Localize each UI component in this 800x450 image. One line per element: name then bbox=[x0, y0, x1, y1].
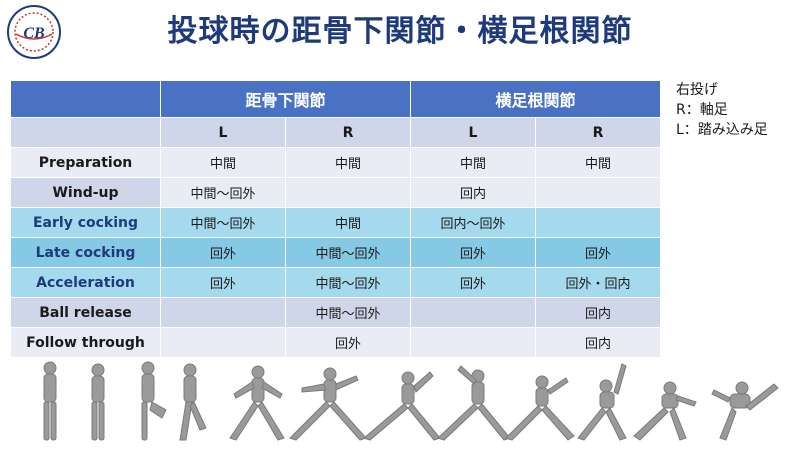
table-cell: 回外 bbox=[160, 267, 286, 298]
community-logo-icon: CB bbox=[7, 5, 61, 59]
table-cell: 中間 bbox=[285, 207, 411, 238]
table-row: Follow through 回外 回内 bbox=[10, 327, 661, 358]
table-cell: 回外・回内 bbox=[535, 267, 661, 298]
table-cell: 中間 bbox=[535, 147, 661, 178]
phase-label: Late cocking bbox=[10, 237, 161, 268]
table-cell bbox=[535, 207, 661, 238]
table-cell: 回内 bbox=[535, 297, 661, 328]
subheader-empty-cell bbox=[10, 117, 161, 148]
subheader-cell: R bbox=[285, 117, 411, 148]
svg-text:CB: CB bbox=[23, 25, 45, 42]
side-note: 右投げ R：軸足 L：踏み込み足 bbox=[676, 80, 768, 140]
subheader-cell: L bbox=[410, 117, 536, 148]
table-cell: 回外 bbox=[410, 267, 536, 298]
note-line: 右投げ bbox=[676, 82, 718, 98]
table-cell: 中間〜回外 bbox=[160, 177, 286, 208]
table-cell: 中間〜回外 bbox=[285, 237, 411, 268]
group-header-subtalar: 距骨下関節 bbox=[160, 80, 411, 118]
table-row: Wind-up 中間〜回外 回内 bbox=[10, 177, 661, 208]
phase-label: Follow through bbox=[10, 327, 161, 358]
table-cell: 回内〜回外 bbox=[410, 207, 536, 238]
phase-label: Ball release bbox=[10, 297, 161, 328]
table-cell: 回外 bbox=[410, 237, 536, 268]
table-cell bbox=[535, 177, 661, 208]
table-cell: 中間〜回外 bbox=[160, 207, 286, 238]
table-cell: 中間〜回外 bbox=[285, 297, 411, 328]
table-cell: 中間 bbox=[285, 147, 411, 178]
table-cell bbox=[285, 177, 411, 208]
table-cell: 中間 bbox=[410, 147, 536, 178]
note-line: L：踏み込み足 bbox=[676, 122, 768, 138]
table-row: Preparation 中間 中間 中間 中間 bbox=[10, 147, 661, 178]
page-title: 投球時の距骨下関節・横足根関節 bbox=[167, 14, 633, 49]
table-cell bbox=[160, 297, 286, 328]
table-cell: 回外 bbox=[535, 237, 661, 268]
table-cell bbox=[160, 327, 286, 358]
phase-label: Acceleration bbox=[10, 267, 161, 298]
phase-label: Early cocking bbox=[10, 207, 161, 238]
table-row: Late cocking 回外 中間〜回外 回外 回外 bbox=[10, 237, 661, 268]
header-empty-cell bbox=[10, 80, 161, 118]
table-cell: 回内 bbox=[410, 177, 536, 208]
group-header-transverse-tarsal: 横足根関節 bbox=[410, 80, 661, 118]
table-cell: 回内 bbox=[535, 327, 661, 358]
note-line: R：軸足 bbox=[676, 102, 728, 118]
table-cell: 中間 bbox=[160, 147, 286, 178]
phase-label: Preparation bbox=[10, 147, 161, 178]
subheader-cell: L bbox=[160, 117, 286, 148]
pitching-sequence-illustration bbox=[43, 361, 779, 441]
table-row: Ball release 中間〜回外 回内 bbox=[10, 297, 661, 328]
subheader-cell: R bbox=[535, 117, 661, 148]
table-cell: 中間〜回外 bbox=[285, 267, 411, 298]
table-cell bbox=[410, 327, 536, 358]
joint-motion-table: 距骨下関節 横足根関節 L R L R Preparation 中間 中間 中間… bbox=[10, 80, 661, 358]
table-cell: 回外 bbox=[285, 327, 411, 358]
table-row: Acceleration 回外 中間〜回外 回外 回外・回内 bbox=[10, 267, 661, 298]
table-cell: 回外 bbox=[160, 237, 286, 268]
table-row: Early cocking 中間〜回外 中間 回内〜回外 bbox=[10, 207, 661, 238]
phase-label: Wind-up bbox=[10, 177, 161, 208]
table-cell bbox=[410, 297, 536, 328]
